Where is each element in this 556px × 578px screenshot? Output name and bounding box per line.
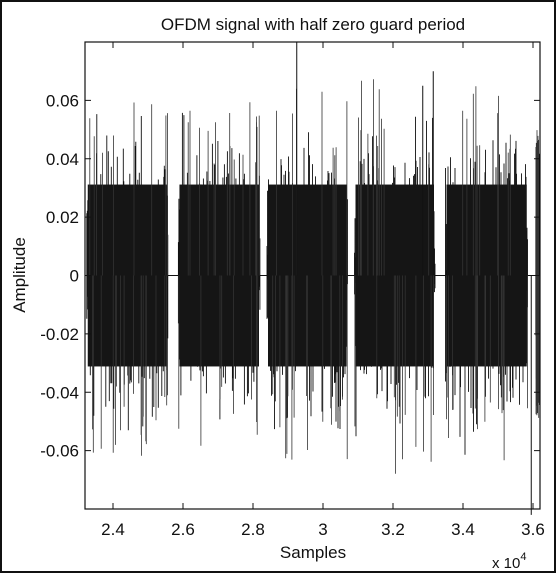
chart-title: OFDM signal with half zero guard period <box>161 15 465 34</box>
y-tick-label: 0 <box>70 267 79 286</box>
x-scale-factor: x 104 <box>492 551 526 572</box>
signal-layer <box>85 42 541 515</box>
x-tick-label: 3.6 <box>521 520 545 539</box>
signal-burst-core <box>179 184 259 367</box>
x-tick-label: 3.4 <box>451 520 475 539</box>
x-tick-label: 3.2 <box>381 520 405 539</box>
signal-peaks <box>446 86 528 461</box>
x-tick-label: 2.8 <box>241 520 265 539</box>
x-scale-exponent: 4 <box>520 551 526 563</box>
signal-peaks <box>354 79 434 474</box>
signal-peaks <box>178 102 260 446</box>
y-tick-label: 0.02 <box>46 208 79 227</box>
signal-peaks <box>89 102 168 456</box>
y-axis-label: Amplitude <box>10 237 29 313</box>
y-tick-label: 0.04 <box>46 150 79 169</box>
signal-burst-core <box>446 184 527 367</box>
x-axis: 2.4 2.6 2.8 3 3.2 3.4 3.6 <box>101 42 545 539</box>
x-tick-label: 2.6 <box>171 520 195 539</box>
y-tick-label: -0.06 <box>40 442 79 461</box>
y-tick-label: 0.06 <box>46 91 79 110</box>
x-tick-label: 2.4 <box>101 520 125 539</box>
y-tick-label: -0.02 <box>40 325 79 344</box>
x-tick-label: 3 <box>318 520 327 539</box>
y-axis: 0.06 0.04 0.02 0 -0.02 -0.04 -0.06 <box>40 91 540 461</box>
y-tick-label: -0.04 <box>40 383 79 402</box>
signal-peaks <box>272 88 348 460</box>
x-axis-label: Samples <box>280 543 346 562</box>
signal-burst-core <box>355 184 434 367</box>
